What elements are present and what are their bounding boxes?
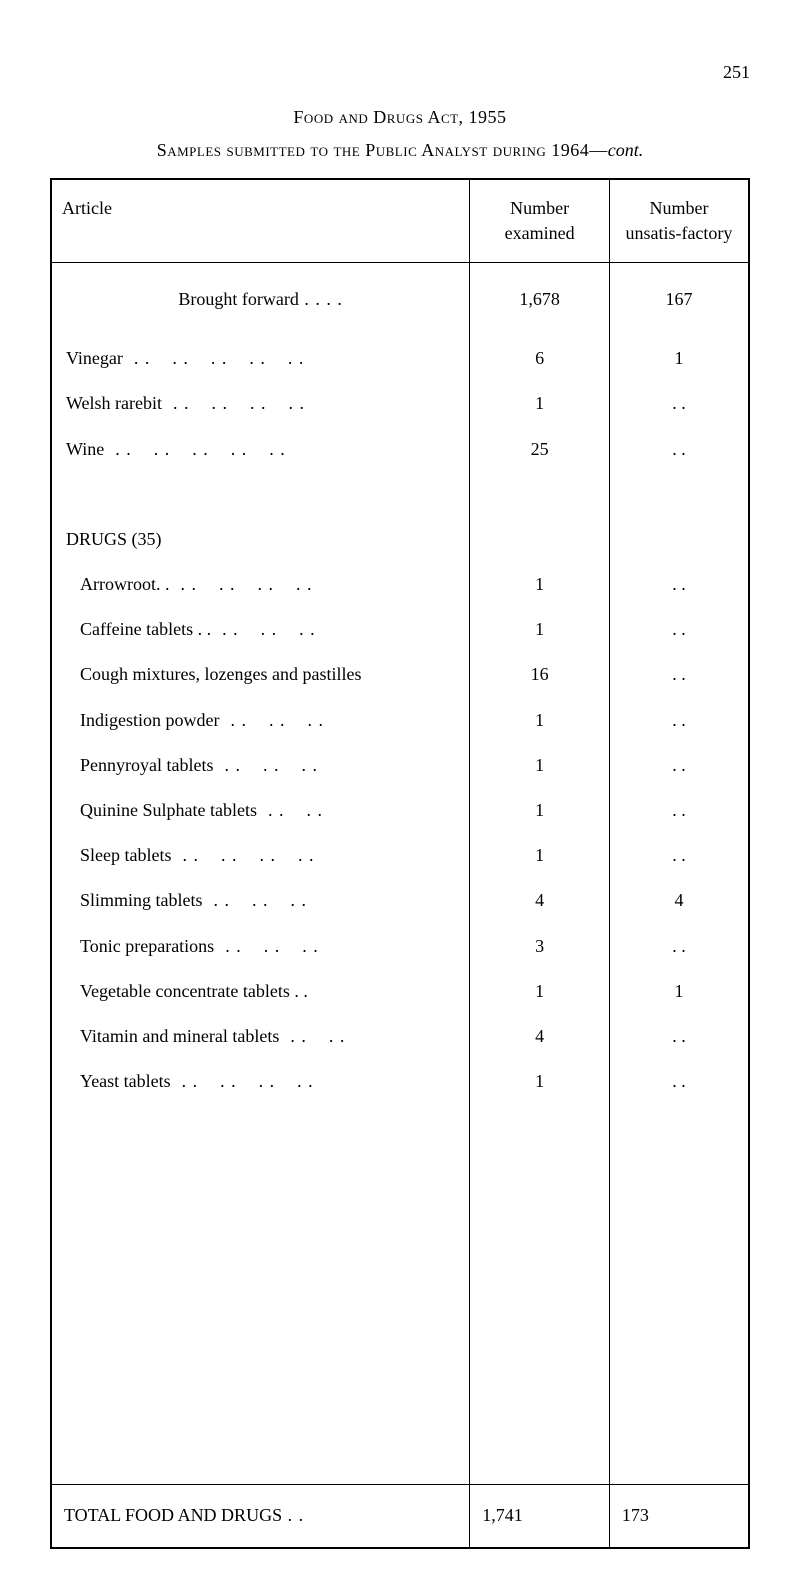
table-row: Vinegar61	[51, 336, 749, 381]
row-label: Sleep tablets	[51, 833, 470, 878]
table-row: Welsh rarebit1. .	[51, 381, 749, 426]
total-unsat: 173	[609, 1485, 749, 1548]
row-label: Indigestion powder	[51, 698, 470, 743]
row-examined: 3	[470, 924, 610, 969]
table-row: Arrowroot. .1. .	[51, 562, 749, 607]
row-unsat: . .	[609, 698, 749, 743]
row-unsat: . .	[609, 652, 749, 697]
leaders: . . . .	[299, 289, 343, 309]
title-line1: Food and Drugs Act, 1955	[50, 105, 750, 130]
table-row: Indigestion powder1. .	[51, 698, 749, 743]
row-label: Caffeine tablets . .	[51, 607, 470, 652]
row-examined: 1	[470, 969, 610, 1014]
row-examined: 1	[470, 381, 610, 426]
table-row: Tonic preparations3. .	[51, 924, 749, 969]
row-label: Arrowroot. .	[51, 562, 470, 607]
row-unsat: 1	[609, 336, 749, 381]
brought-forward-label: Brought forward . . . .	[51, 262, 470, 336]
row-examined: 4	[470, 878, 610, 923]
title-line2: Samples submitted to the Public Analyst …	[50, 138, 750, 163]
row-examined: 1	[470, 562, 610, 607]
row-examined: 16	[470, 652, 610, 697]
table-row: Pennyroyal tablets1. .	[51, 743, 749, 788]
row-label: Tonic preparations	[51, 924, 470, 969]
brought-forward-unsat: 167	[609, 262, 749, 336]
table-row: Vegetable concentrate tablets . .11	[51, 969, 749, 1014]
table-row: Wine25. .	[51, 427, 749, 472]
row-unsat: . .	[609, 562, 749, 607]
row-unsat: . .	[609, 833, 749, 878]
row-unsat: . .	[609, 1059, 749, 1104]
header-article: Article	[51, 179, 470, 263]
row-examined: 1	[470, 698, 610, 743]
header-unsat: Number unsatis-factory	[609, 179, 749, 263]
drugs-heading: DRUGS (35)	[51, 517, 470, 562]
row-unsat: 1	[609, 969, 749, 1014]
row-unsat: . .	[609, 743, 749, 788]
header-examined: Number examined	[470, 179, 610, 263]
row-unsat: . .	[609, 381, 749, 426]
total-label: TOTAL FOOD AND DRUGS . .	[51, 1485, 470, 1548]
table-body: Brought forward . . . . 1,678 167 Vinega…	[51, 262, 749, 1484]
title-line2-text: Samples submitted to the Public Analyst …	[157, 140, 608, 160]
row-examined: 1	[470, 788, 610, 833]
brought-forward-examined: 1,678	[470, 262, 610, 336]
table-row: Vitamin and mineral tablets4. .	[51, 1014, 749, 1059]
row-label: Welsh rarebit	[51, 381, 470, 426]
row-label: Quinine Sulphate tablets	[51, 788, 470, 833]
row-examined: 25	[470, 427, 610, 472]
row-unsat: . .	[609, 788, 749, 833]
row-unsat: 4	[609, 878, 749, 923]
page-number: 251	[50, 60, 750, 85]
row-label: Yeast tablets	[51, 1059, 470, 1104]
samples-table: Article Number examined Number unsatis-f…	[50, 178, 750, 1549]
row-examined: 1	[470, 1059, 610, 1104]
row-unsat: . .	[609, 427, 749, 472]
brought-forward-row: Brought forward . . . . 1,678 167	[51, 262, 749, 336]
title-line2-cont: cont.	[608, 140, 644, 160]
header-row: Article Number examined Number unsatis-f…	[51, 179, 749, 263]
row-unsat: . .	[609, 1014, 749, 1059]
table-row: Cough mixtures, lozenges and pastilles16…	[51, 652, 749, 697]
row-label: Vinegar	[51, 336, 470, 381]
drugs-heading-row: DRUGS (35)	[51, 517, 749, 562]
table-row: Sleep tablets1. .	[51, 833, 749, 878]
table-row: Quinine Sulphate tablets1. .	[51, 788, 749, 833]
total-row: TOTAL FOOD AND DRUGS . . 1,741 173	[51, 1485, 749, 1548]
row-examined: 1	[470, 607, 610, 652]
row-label: Vegetable concentrate tablets . .	[51, 969, 470, 1014]
row-label: Wine	[51, 427, 470, 472]
table-row: Yeast tablets1. .	[51, 1059, 749, 1104]
row-label: Slimming tablets	[51, 878, 470, 923]
leaders: . .	[282, 1505, 304, 1525]
row-examined: 1	[470, 833, 610, 878]
row-examined: 6	[470, 336, 610, 381]
row-unsat: . .	[609, 607, 749, 652]
row-label: Vitamin and mineral tablets	[51, 1014, 470, 1059]
total-examined: 1,741	[470, 1485, 610, 1548]
row-examined: 1	[470, 743, 610, 788]
row-unsat: . .	[609, 924, 749, 969]
row-label: Cough mixtures, lozenges and pastilles	[51, 652, 470, 697]
table-row: Slimming tablets44	[51, 878, 749, 923]
row-label: Pennyroyal tablets	[51, 743, 470, 788]
row-examined: 4	[470, 1014, 610, 1059]
table-row: Caffeine tablets . .1. .	[51, 607, 749, 652]
